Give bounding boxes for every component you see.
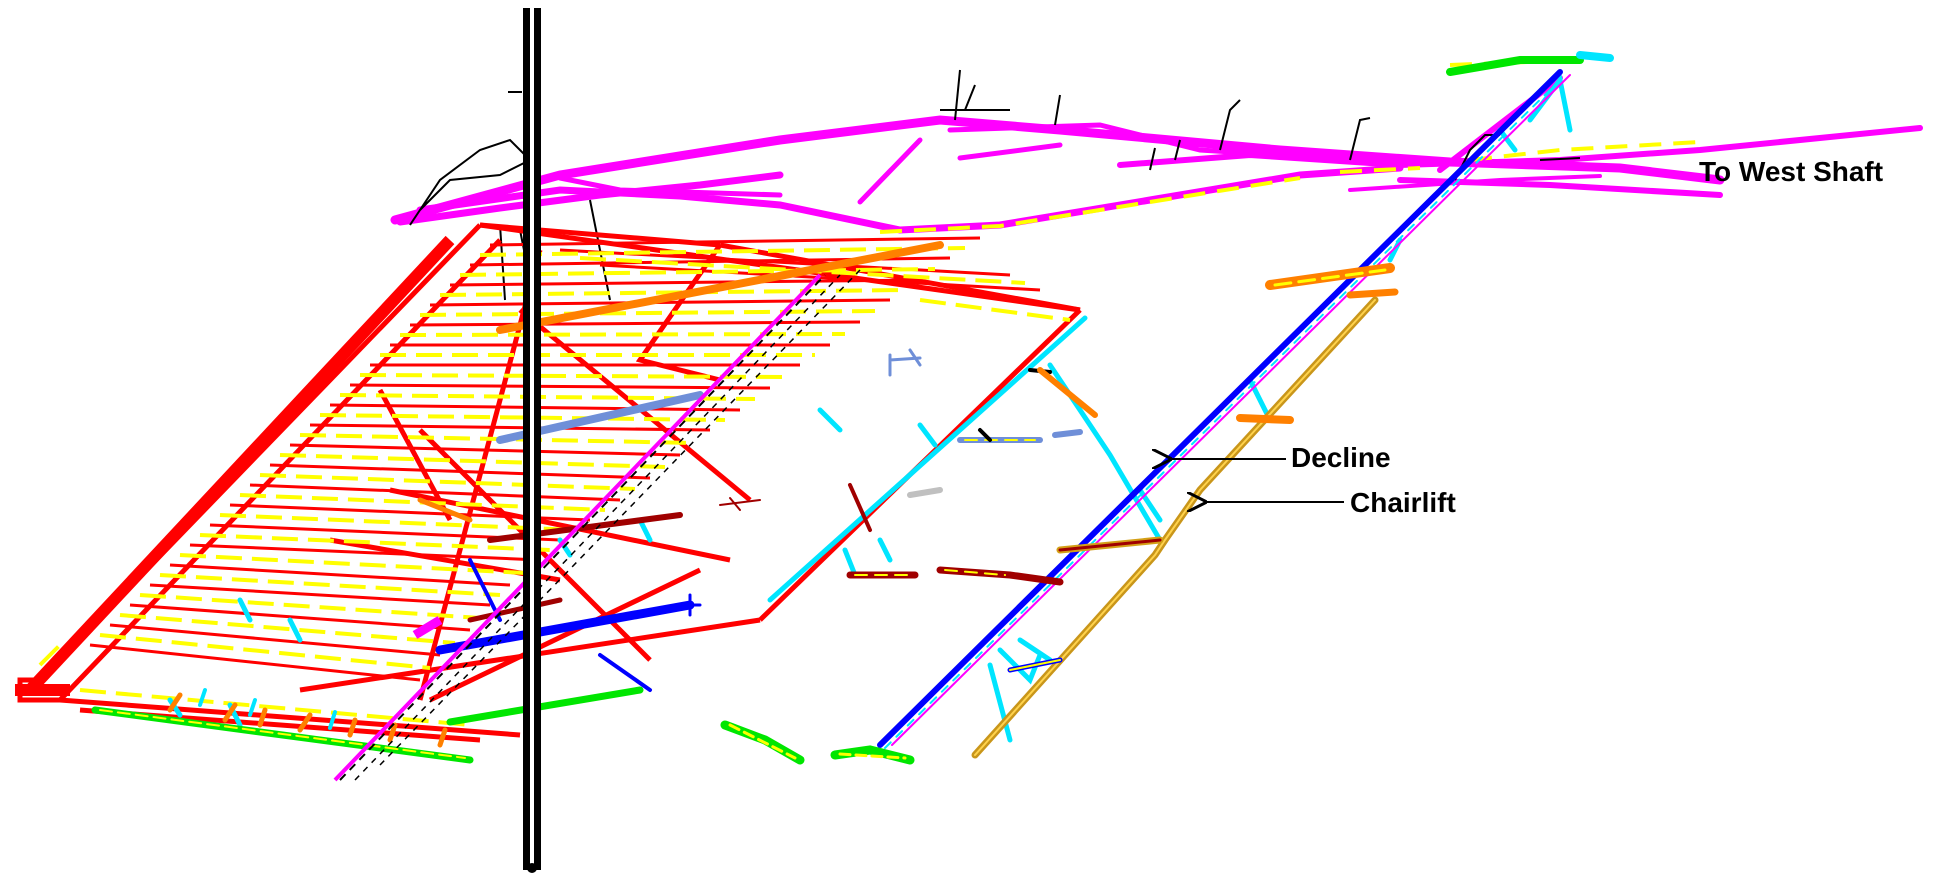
haulage-drifts xyxy=(91,51,1614,765)
chairlift-incline xyxy=(971,296,1379,759)
blue-drift xyxy=(435,558,702,692)
decline-levels xyxy=(1007,263,1399,673)
cyan-crosscuts xyxy=(167,74,1573,743)
chairlift-label: Chairlift xyxy=(1350,487,1456,518)
upper-level-drift xyxy=(390,75,1923,234)
internal-drifts xyxy=(417,241,944,623)
lower-raises xyxy=(167,688,448,748)
to-west-shaft-label: To West Shaft xyxy=(1699,156,1884,187)
stope-block xyxy=(15,222,1082,743)
stope-incline xyxy=(333,269,861,782)
decline-label: Decline xyxy=(1291,442,1391,473)
decline-ramp xyxy=(877,69,1571,749)
mid-levels xyxy=(846,367,1098,586)
leader-arrow-icon xyxy=(1170,459,1344,502)
upper-level-markings xyxy=(879,58,1701,234)
vertical-shaft-icon xyxy=(523,8,541,873)
